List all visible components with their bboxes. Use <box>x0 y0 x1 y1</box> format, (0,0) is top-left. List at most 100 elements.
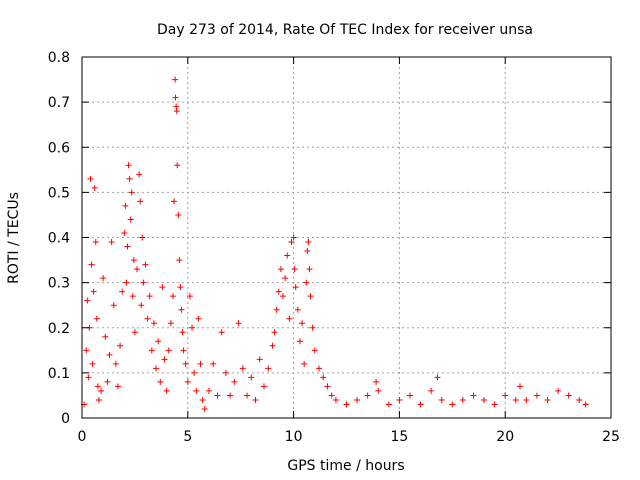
data-point <box>98 387 105 394</box>
y-tick-label: 0.4 <box>48 231 70 247</box>
data-point <box>218 329 225 336</box>
data-point <box>140 279 147 286</box>
data-point <box>173 108 180 115</box>
data-point <box>288 239 295 246</box>
data-point <box>137 198 144 205</box>
data-point <box>282 275 289 282</box>
data-point <box>305 239 312 246</box>
data-point <box>309 324 316 331</box>
data-point <box>491 401 498 408</box>
data-point <box>214 392 221 399</box>
y-tick-label: 0.8 <box>48 50 70 66</box>
data-point <box>174 162 181 169</box>
data-point <box>89 360 96 367</box>
data-point <box>172 76 179 83</box>
data-point <box>167 320 174 327</box>
data-point <box>171 198 178 205</box>
data-point <box>315 365 322 372</box>
x-tick-label: 20 <box>496 429 514 445</box>
data-point <box>104 378 111 385</box>
data-point <box>459 396 466 403</box>
data-point <box>328 392 335 399</box>
data-point <box>417 401 424 408</box>
data-point <box>117 342 124 349</box>
data-point <box>396 396 403 403</box>
data-point <box>94 383 101 390</box>
data-point <box>544 396 551 403</box>
data-point <box>248 374 255 381</box>
data-point <box>286 315 293 322</box>
data-point <box>252 396 259 403</box>
data-point <box>311 347 318 354</box>
y-tick-labels: 0 0.1 0.2 0.3 0.4 0.5 0.6 0.7 0.8 <box>48 50 70 427</box>
y-tick-label: 0.5 <box>48 185 70 201</box>
data-point <box>195 315 202 322</box>
data-point <box>175 211 182 218</box>
data-point <box>299 320 306 327</box>
data-point <box>320 374 327 381</box>
data-point <box>244 392 251 399</box>
data-point <box>470 392 477 399</box>
data-point <box>102 333 109 340</box>
data-point <box>205 387 212 394</box>
data-point <box>155 338 162 345</box>
data-point <box>324 383 331 390</box>
data-point <box>129 293 136 300</box>
y-tick-label: 0.2 <box>48 321 70 337</box>
data-point <box>182 360 189 367</box>
data-point <box>157 378 164 385</box>
data-point <box>90 288 97 295</box>
data-point <box>197 360 204 367</box>
data-point <box>148 347 155 354</box>
data-point <box>227 392 234 399</box>
y-tick-label: 0.7 <box>48 95 70 111</box>
data-point <box>169 293 176 300</box>
data-point <box>332 396 339 403</box>
data-point <box>502 392 509 399</box>
data-point <box>582 401 589 408</box>
data-point <box>139 234 146 241</box>
data-point <box>161 356 168 363</box>
data-point <box>304 248 311 255</box>
data-point <box>150 320 157 327</box>
data-point <box>142 261 149 268</box>
data-point <box>191 369 198 376</box>
data-point <box>222 369 229 376</box>
y-tick-label: 0.3 <box>48 276 70 292</box>
x-tick-label: 10 <box>285 429 303 445</box>
grid-lines <box>82 57 611 418</box>
data-point <box>108 239 115 246</box>
data-point <box>284 252 291 259</box>
data-point <box>87 175 94 182</box>
data-point <box>555 387 562 394</box>
data-point <box>231 378 238 385</box>
data-point <box>124 243 131 250</box>
data-point <box>180 347 187 354</box>
x-tick-labels: 0 5 10 15 20 25 <box>78 429 620 445</box>
data-point <box>364 392 371 399</box>
data-point <box>179 329 186 336</box>
data-point <box>481 396 488 403</box>
data-point <box>172 94 179 101</box>
data-point <box>201 405 208 412</box>
y-tick-label: 0 <box>61 411 70 427</box>
data-point <box>210 360 217 367</box>
data-point <box>159 284 166 291</box>
data-point <box>306 266 313 273</box>
data-point <box>93 315 100 322</box>
data-point <box>565 392 572 399</box>
data-point <box>130 257 137 264</box>
x-tick-label: 5 <box>183 429 192 445</box>
plot-frame <box>81 56 612 419</box>
data-point <box>144 315 151 322</box>
data-point <box>127 216 134 223</box>
data-point <box>296 338 303 345</box>
y-tick-label: 0.6 <box>48 140 70 156</box>
data-point <box>406 392 413 399</box>
data-point <box>269 342 276 349</box>
data-point <box>125 162 132 169</box>
data-point <box>375 387 382 394</box>
y-axis-title: ROTI / TECUs <box>6 192 22 284</box>
data-point <box>307 293 314 300</box>
data-point <box>533 392 540 399</box>
